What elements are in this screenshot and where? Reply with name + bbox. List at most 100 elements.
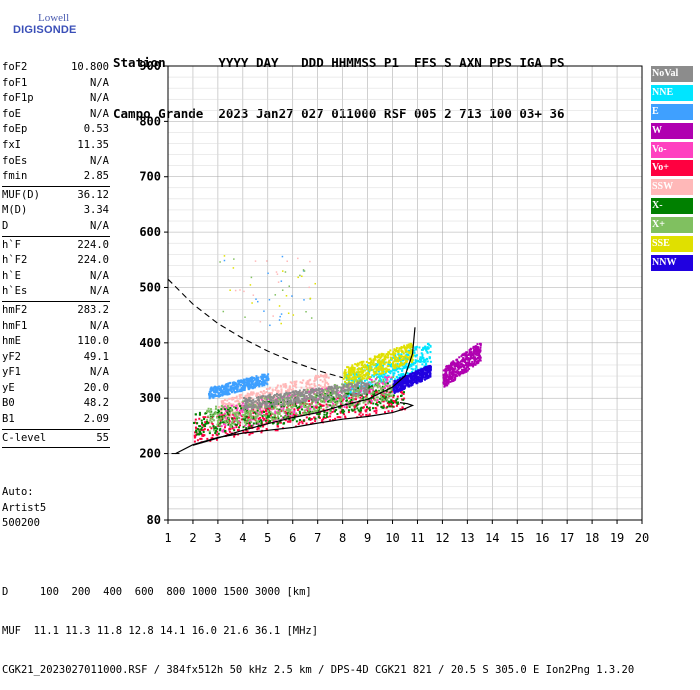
data-point-w	[458, 371, 461, 374]
data-point-e	[227, 383, 230, 386]
data-point-nnw	[411, 372, 414, 375]
data-point-e	[258, 379, 261, 382]
data-point-noval	[245, 408, 248, 411]
data-point-nne	[412, 363, 415, 366]
data-point-vo	[331, 410, 334, 413]
data-point-w	[443, 378, 446, 381]
data-point-ssw	[260, 407, 263, 410]
data-point-x	[315, 394, 318, 397]
data-point-nne	[426, 351, 429, 354]
data-point-noval	[338, 395, 341, 398]
data-point-x	[234, 423, 237, 426]
data-point-sse	[402, 357, 405, 360]
data-point-x	[218, 415, 221, 418]
data-point-noval	[291, 393, 294, 396]
data-point-e	[255, 381, 258, 384]
data-point-vo	[194, 431, 197, 434]
data-point-noval	[365, 386, 368, 389]
param-value: 2.09	[83, 413, 109, 426]
data-point-noval	[260, 404, 263, 407]
data-point-ssw	[293, 382, 296, 385]
data-point-x	[230, 408, 233, 411]
data-point-noval	[252, 398, 255, 401]
data-point-nnw	[427, 366, 430, 369]
data-point-sse	[371, 362, 374, 365]
data-point-nne	[402, 359, 405, 362]
data-point-sse	[379, 360, 382, 363]
data-point-e	[224, 387, 227, 390]
data-point-sse	[387, 365, 390, 368]
data-point-ssw	[327, 383, 330, 386]
data-point-e	[261, 373, 264, 376]
data-point-nnw	[427, 370, 430, 373]
data-point-nnw	[424, 373, 427, 376]
data-point-e	[210, 393, 213, 396]
data-point-vo	[210, 437, 213, 440]
data-point-x	[212, 419, 215, 422]
data-point-sse	[356, 364, 359, 367]
data-point-x	[293, 405, 296, 408]
data-point-noval	[328, 387, 331, 390]
data-point-noval	[270, 398, 273, 401]
x-tick-label: 13	[460, 531, 474, 545]
param-row: foEs N/A	[2, 154, 110, 170]
data-point-x	[376, 403, 379, 406]
data-point-sse	[371, 363, 374, 366]
data-point-x	[220, 411, 223, 414]
data-point-vo	[266, 407, 269, 410]
data-point-vo	[281, 396, 284, 399]
data-point-sse	[350, 370, 353, 373]
data-point-noval	[260, 396, 263, 399]
data-point-ssw	[313, 382, 316, 385]
data-point-noval	[339, 386, 342, 389]
data-point-sparse	[277, 281, 280, 283]
data-point-w	[452, 371, 455, 374]
data-point-noval	[346, 384, 349, 387]
data-point-vo	[350, 396, 353, 399]
data-point-noval	[343, 390, 346, 393]
data-point-vo	[265, 414, 268, 417]
data-point-sse	[400, 364, 403, 367]
data-point-x	[301, 395, 304, 398]
data-point-ssw	[282, 383, 285, 386]
data-point-ssw	[306, 380, 309, 383]
data-point-x	[287, 408, 290, 411]
data-point-e	[240, 379, 243, 382]
data-point-x	[302, 419, 305, 422]
data-point-nnw	[413, 380, 416, 383]
data-point-sse	[354, 375, 357, 378]
param-name: fxI	[2, 138, 21, 151]
data-point-noval	[334, 385, 337, 388]
data-point-x	[211, 418, 214, 421]
data-point-sparse	[250, 276, 253, 279]
data-point-vo	[241, 415, 244, 418]
param-name: hmE	[2, 335, 21, 348]
data-point-x	[217, 409, 220, 412]
data-point-sse	[347, 366, 350, 369]
data-point-w	[468, 367, 471, 370]
data-point-vo	[385, 381, 388, 384]
data-point-sparse	[286, 260, 288, 263]
data-point-vo	[349, 386, 352, 389]
data-point-sse	[351, 371, 354, 374]
data-point-noval	[305, 397, 308, 400]
data-point-ssw	[262, 408, 265, 411]
data-point-sse	[397, 357, 400, 360]
data-point-sse	[384, 368, 387, 371]
data-point-sse	[348, 373, 351, 376]
data-point-e	[208, 392, 211, 395]
data-point-nnw	[421, 372, 424, 375]
data-point-e	[237, 385, 240, 388]
data-point-e	[252, 386, 255, 389]
data-point-x	[216, 411, 219, 414]
data-point-vo	[384, 411, 387, 414]
data-point-nne	[373, 375, 376, 378]
data-point-vo	[231, 427, 234, 430]
data-point-vo	[225, 409, 228, 412]
data-point-w	[445, 380, 448, 383]
data-point-noval	[256, 401, 259, 404]
data-point-noval	[269, 403, 272, 406]
data-point-nnw	[421, 377, 424, 380]
data-point-noval	[361, 393, 364, 396]
data-point-e	[219, 387, 222, 390]
